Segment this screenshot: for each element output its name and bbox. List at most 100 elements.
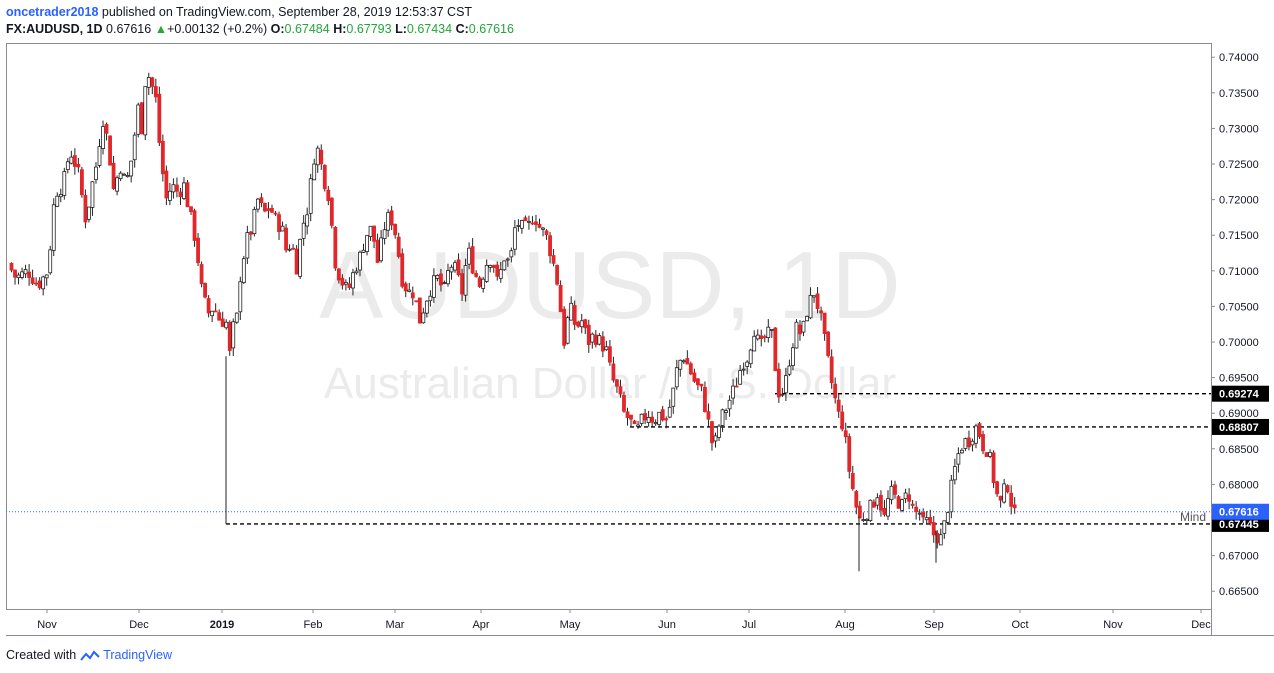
candle-body-down xyxy=(414,300,419,303)
candle xyxy=(210,310,215,323)
candle-body-down xyxy=(403,283,408,292)
candle-body-up xyxy=(234,312,239,323)
candle xyxy=(812,295,816,303)
candle xyxy=(963,437,968,452)
candle-body-up xyxy=(745,361,750,367)
candle xyxy=(343,279,348,291)
candle-body-down xyxy=(593,334,598,345)
candle-body-up xyxy=(69,156,74,164)
candle xyxy=(111,156,116,190)
price-tick-label: 0.73500 xyxy=(1219,88,1259,100)
candle xyxy=(41,275,46,296)
candle xyxy=(703,381,707,413)
candle xyxy=(583,318,588,334)
candle xyxy=(456,253,461,277)
candle xyxy=(421,307,426,324)
candle xyxy=(1009,485,1014,515)
candle-body-down xyxy=(160,140,165,175)
candle xyxy=(889,480,894,505)
candle-body-up xyxy=(960,449,964,454)
candle xyxy=(530,216,535,225)
candle xyxy=(956,447,961,473)
candle xyxy=(914,501,919,520)
candle-body-down xyxy=(150,77,155,87)
candle-body-up xyxy=(368,225,373,238)
candle-body-up xyxy=(41,276,46,290)
candle xyxy=(23,264,28,278)
candle-body-up xyxy=(62,171,67,196)
candle-body-down xyxy=(189,206,193,213)
candle-body-up xyxy=(115,177,119,192)
candle-body-up xyxy=(903,492,908,500)
candle-body-down xyxy=(555,265,559,285)
candle-body-down xyxy=(203,282,208,298)
candle xyxy=(752,330,757,352)
change-label: +0.00132 (+0.2%) xyxy=(167,22,268,36)
candle xyxy=(766,319,771,343)
price-tick-label: 0.70500 xyxy=(1219,301,1259,313)
candle-body-up xyxy=(386,212,391,231)
candle xyxy=(748,348,753,369)
candle-body-up xyxy=(87,206,91,220)
candle xyxy=(667,399,672,419)
candle-body-down xyxy=(372,225,376,242)
candle xyxy=(477,275,482,288)
candle xyxy=(611,356,616,383)
candle xyxy=(998,495,1003,508)
candle xyxy=(428,290,433,307)
candle xyxy=(326,185,331,206)
candle xyxy=(952,458,957,485)
candle xyxy=(541,226,545,237)
candle-body-down xyxy=(477,277,482,287)
candle-body-down xyxy=(625,411,630,418)
candle-body-up xyxy=(129,160,134,177)
candle xyxy=(794,319,799,349)
candle xyxy=(657,411,662,427)
candle xyxy=(928,509,933,526)
candle-body-down xyxy=(347,283,352,289)
open-key: O: xyxy=(270,22,285,36)
candle xyxy=(523,215,528,222)
candle-body-up xyxy=(520,220,524,229)
candle-body-down xyxy=(928,517,933,524)
candle xyxy=(196,233,200,267)
candle-body-up xyxy=(354,270,359,274)
candle-body-down xyxy=(699,383,704,387)
candle-body-up xyxy=(917,512,922,515)
candle-body-up xyxy=(727,399,732,410)
candle-body-up xyxy=(58,194,63,198)
candle xyxy=(122,172,127,176)
candle xyxy=(688,361,693,376)
candle-body-down xyxy=(850,473,855,490)
author-link[interactable]: oncetrader2018 xyxy=(6,5,99,19)
candle-body-down xyxy=(153,86,158,98)
candle xyxy=(991,450,996,489)
candle xyxy=(129,160,134,183)
tradingview-link[interactable]: TradingView xyxy=(80,648,172,663)
candle xyxy=(375,233,380,264)
candle xyxy=(843,422,848,444)
candle-body-up xyxy=(90,181,95,208)
candle xyxy=(520,219,524,234)
candle-body-up xyxy=(541,227,545,230)
candle xyxy=(692,368,697,383)
candle xyxy=(685,350,690,365)
candle xyxy=(840,405,845,432)
candle-body-up xyxy=(55,195,60,207)
candle xyxy=(907,488,911,510)
candle-body-down xyxy=(400,253,405,287)
time-tick-label: Aug xyxy=(835,619,855,631)
level-price-label: 0.68807 xyxy=(1219,422,1259,434)
candle-body-down xyxy=(914,506,919,513)
candle-body-down xyxy=(259,197,264,204)
candle xyxy=(512,220,517,256)
candle-body-down xyxy=(692,372,697,382)
candle-body-down xyxy=(164,170,169,199)
candle-body-down xyxy=(37,280,42,289)
candle xyxy=(382,221,387,245)
candle-body-up xyxy=(122,173,127,176)
candle xyxy=(579,313,584,334)
candle xyxy=(453,259,457,273)
candle xyxy=(893,480,897,499)
